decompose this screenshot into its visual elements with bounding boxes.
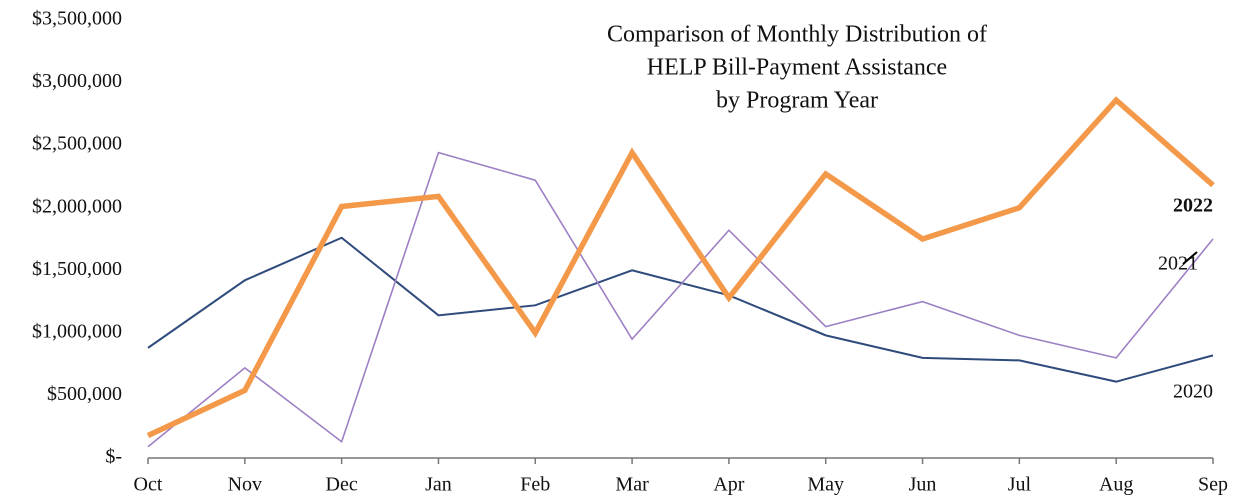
title-line: Comparison of Monthly Distribution of — [607, 22, 987, 48]
x-tick-label: Mar — [615, 474, 649, 496]
series-label: 2022 — [1173, 195, 1213, 217]
y-tick-label: $2,500,000 — [32, 133, 122, 155]
series-line — [147, 236, 1214, 383]
y-tick-label: $1,000,000 — [32, 320, 122, 342]
series-line — [146, 96, 1215, 438]
y-tick-label: $- — [105, 446, 122, 468]
title-line: by Program Year — [716, 88, 878, 114]
x-tick-label: Apr — [713, 474, 744, 496]
chart-title: Comparison of Monthly Distribution of HEL… — [607, 22, 987, 114]
series-line — [147, 151, 1214, 448]
x-tick-label: Jan — [425, 474, 452, 496]
x-tick-label: May — [807, 474, 844, 496]
y-tick-label: $2,000,000 — [32, 195, 122, 217]
x-tick-label: Jul — [1008, 474, 1032, 496]
x-tick-label: Aug — [1099, 474, 1133, 496]
y-tick-label: $500,000 — [47, 383, 122, 405]
x-tick-label: Feb — [520, 474, 550, 496]
y-tick-label: $1,500,000 — [32, 258, 122, 280]
series-label: 2020 — [1173, 381, 1213, 403]
x-tick-label: Nov — [228, 474, 262, 496]
y-tick-label: $3,500,000 — [32, 8, 122, 30]
series-label: 2021 — [1158, 253, 1198, 275]
x-tick-label: Oct — [134, 474, 163, 496]
x-tick-label: Sep — [1198, 474, 1228, 496]
y-tick-label: $3,000,000 — [32, 70, 122, 92]
label-leader — [1182, 251, 1198, 265]
x-tick-label: Dec — [326, 474, 358, 496]
title-line: HELP Bill-Payment Assistance — [647, 55, 947, 81]
x-tick-label: Jun — [909, 474, 937, 496]
